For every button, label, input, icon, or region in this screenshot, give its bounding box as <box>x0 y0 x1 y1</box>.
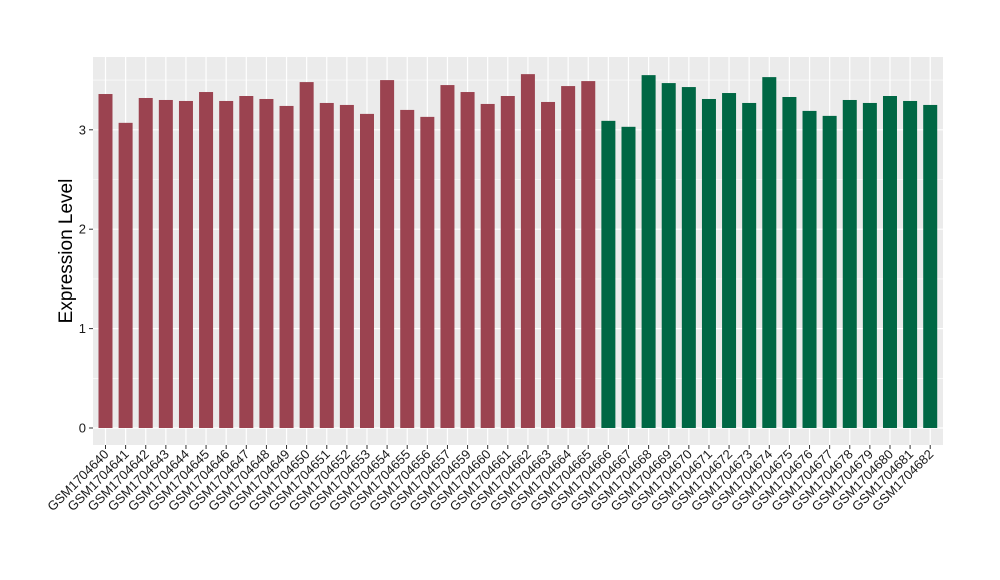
y-tick-label: 3 <box>79 122 86 137</box>
bar-GSM1704668 <box>641 75 656 428</box>
bar-GSM1704663 <box>541 101 556 428</box>
y-tick-label: 1 <box>79 321 86 336</box>
bar-GSM1704669 <box>661 83 676 428</box>
bar-GSM1704651 <box>319 102 334 428</box>
bar-GSM1704656 <box>420 116 435 429</box>
bar-GSM1704649 <box>279 105 294 428</box>
bar-GSM1704667 <box>621 126 636 429</box>
bar-GSM1704660 <box>480 103 495 429</box>
bar-GSM1704662 <box>520 74 535 429</box>
bar-GSM1704661 <box>500 96 515 428</box>
y-tick-label: 0 <box>79 421 86 436</box>
bar-GSM1704646 <box>219 100 234 428</box>
bar-GSM1704682 <box>923 104 938 428</box>
bar-GSM1704664 <box>561 86 576 429</box>
bar-GSM1704666 <box>601 120 616 428</box>
plot-panel <box>93 57 943 445</box>
y-axis: 0 1 2 3 <box>79 122 93 436</box>
bar-GSM1704672 <box>722 93 737 428</box>
bar-GSM1704676 <box>802 110 817 428</box>
bar-GSM1704659 <box>460 92 475 428</box>
bar-GSM1704678 <box>842 99 857 428</box>
bar-GSM1704652 <box>339 104 354 428</box>
bar-GSM1704681 <box>903 100 918 428</box>
bar-GSM1704643 <box>158 99 173 428</box>
bar-GSM1704657 <box>440 85 455 428</box>
bar-GSM1704647 <box>239 96 254 428</box>
bar-GSM1704665 <box>581 81 596 429</box>
bar-GSM1704645 <box>199 92 214 428</box>
x-axis: GSM1704640GSM1704641GSM1704642GSM1704643… <box>44 445 936 514</box>
y-tick-label: 2 <box>79 222 86 237</box>
bar-GSM1704670 <box>681 87 696 429</box>
bar-GSM1704655 <box>400 109 415 429</box>
bar-GSM1704677 <box>822 115 837 428</box>
bar-GSM1704674 <box>762 77 777 429</box>
bar-GSM1704675 <box>782 96 797 429</box>
bar-GSM1704654 <box>380 80 395 428</box>
bar-GSM1704642 <box>138 97 153 428</box>
bar-GSM1704671 <box>701 98 716 429</box>
bar-GSM1704640 <box>98 94 113 429</box>
bar-GSM1704673 <box>742 102 757 428</box>
bar-GSM1704650 <box>299 82 314 428</box>
bar-GSM1704644 <box>178 100 193 428</box>
y-axis-title: Expression Level <box>56 179 77 324</box>
bar-GSM1704679 <box>862 102 877 428</box>
bar-GSM1704641 <box>118 122 133 428</box>
bars <box>98 74 938 429</box>
bar-GSM1704653 <box>359 113 374 428</box>
bar-GSM1704680 <box>882 96 897 428</box>
bar-GSM1704648 <box>259 98 274 429</box>
